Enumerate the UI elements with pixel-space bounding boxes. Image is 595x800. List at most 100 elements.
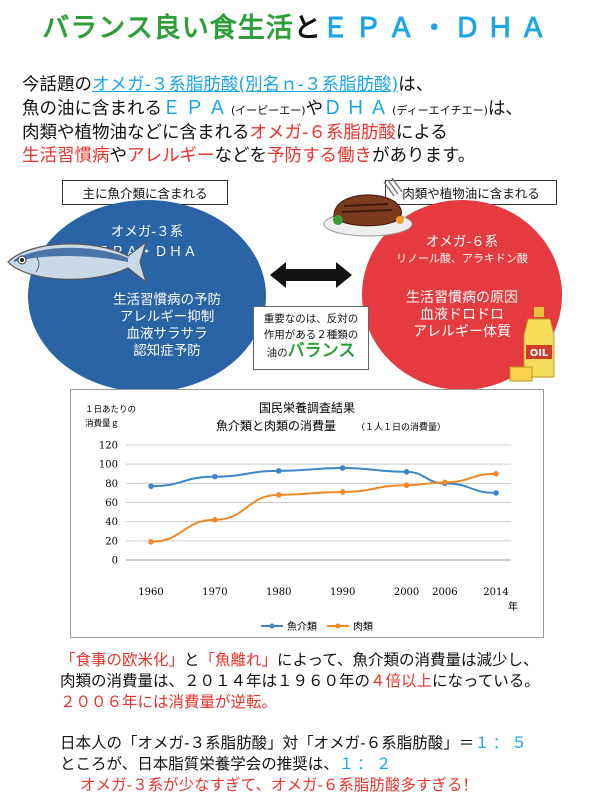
- meat-data-point: [403, 482, 410, 489]
- fish-data-point: [403, 469, 410, 475]
- balance-text: 油の: [266, 347, 288, 359]
- fish-data-point: [275, 468, 282, 474]
- fish-data-point: [212, 473, 218, 480]
- y-tick-label: 60: [105, 498, 118, 509]
- allergy-term: アレルギー: [127, 146, 215, 166]
- legend-fish-marker: [269, 623, 275, 629]
- intro-text: は、: [398, 75, 434, 95]
- double-arrow-icon: [270, 262, 352, 288]
- balance-line-1: 重要なのは、反対の: [263, 313, 359, 325]
- effect-item: 血液ドロドロ: [420, 307, 504, 323]
- dha-term: ＤＨＡ: [323, 97, 393, 119]
- y-tick-label: 120: [99, 441, 118, 452]
- omega3-circle: オメガ-３系 ＥＰＡ・ＤＨＡ 生活習慣病の予防 アレルギー抑制 血液サラサラ 認…: [28, 200, 266, 392]
- svg-text:OIL: OIL: [530, 348, 549, 359]
- legend-meat-marker: [335, 623, 341, 629]
- bottom-text: ところが、日本脂質栄養学会の推奨は、: [60, 755, 339, 773]
- intro-text: や: [109, 146, 128, 166]
- omega3-effects: 生活習慣病の予防 アレルギー抑制 血液サラサラ 認知症予防: [68, 292, 266, 360]
- x-tick-label: 2000: [394, 587, 419, 598]
- dha-reading: (ディーエイチエー): [392, 104, 488, 117]
- bottom-text: と: [184, 651, 200, 669]
- balance-line-2: 作用がある２種類の: [263, 329, 359, 341]
- four-times-term: ４倍以上: [370, 672, 433, 690]
- intro-line-4: 生活習慣病やアレルギーなどを予防する働きがあります。: [22, 145, 582, 168]
- epa-reading: (イーピーエー): [231, 104, 306, 117]
- bottom-line-4: 日本人の「オメガ-３系脂肪酸」対「オメガ-６系脂肪酸」＝１：５: [60, 733, 580, 753]
- bottom-line-5: ところが、日本脂質栄養学会の推奨は、１：２: [60, 754, 580, 774]
- intro-text: による: [395, 123, 448, 143]
- omega6-effects: 生活習慣病の原因 血液ドロドロ アレルギー体質: [362, 290, 562, 341]
- balance-line-3: 油のバランス: [254, 343, 368, 361]
- intro-paragraph: 今話題のオメガ-３系脂肪酸(別名ｎ-３系脂肪酸)は、 魚の油に含まれるＥＰＡ(イ…: [22, 74, 582, 168]
- intro-line-1: 今話題のオメガ-３系脂肪酸(別名ｎ-３系脂肪酸)は、: [22, 74, 582, 97]
- bottom-text: 日本人の「オメガ-３系脂肪酸」対「オメガ-６系脂肪酸」＝: [60, 734, 475, 752]
- lifestyle-disease-term: 生活習慣病: [22, 146, 110, 166]
- consumption-chart: １日あたりの 消費量ｇ 国民栄養調査結果 魚介類と肉類の消費量 （１人１日の消費…: [70, 389, 544, 638]
- intro-text: 肉類や植物油などに含まれる: [22, 123, 250, 143]
- steak-illustration: [323, 178, 413, 237]
- fish-avoidance-term: 「魚離れ」: [199, 651, 278, 669]
- prevention-term: 予防する働き: [267, 146, 372, 166]
- page-title: バランス良い食生活とＥＰＡ・ＤＨＡ: [0, 6, 595, 45]
- y-tick-label: 100: [99, 460, 118, 471]
- chart-svg: １日あたりの 消費量ｇ 国民栄養調査結果 魚介類と肉類の消費量 （１人１日の消費…: [85, 400, 518, 633]
- intro-line-3: 肉類や植物油などに含まれるオメガ-６系脂肪酸による: [22, 122, 582, 145]
- chart-subtitle-note: （１人１日の消費量）: [356, 421, 446, 433]
- intro-text: は、: [487, 99, 523, 119]
- meat-data-point: [442, 479, 448, 486]
- effect-item: 血液サラサラ: [126, 326, 208, 342]
- balance-keyword: バランス: [287, 341, 356, 361]
- x-tick-label: 1990: [330, 587, 355, 598]
- chart-legend: 魚介類 肉類: [261, 620, 373, 633]
- effect-item: 生活習慣病の予防: [113, 292, 221, 308]
- chart-ylabel-2: 消費量ｇ: [85, 418, 119, 429]
- meat-data-point: [275, 492, 282, 498]
- x-tick-label: 1980: [266, 587, 291, 598]
- y-tick-label: 20: [105, 536, 118, 547]
- epa-term: ＥＰＡ: [162, 97, 232, 119]
- intro-text: 魚の油に含まれる: [22, 99, 162, 119]
- bottom-line-3: ２００６年には消費量が逆転。: [60, 693, 278, 711]
- meat-data-point: [212, 516, 218, 523]
- oil-bottle-illustration: OIL: [509, 307, 555, 382]
- fish-data-point: [148, 483, 154, 490]
- meat-data-point: [148, 538, 154, 545]
- y-tick-label: 40: [105, 517, 118, 528]
- fish-data-point: [493, 490, 499, 496]
- westernization-term: 「食事の欧米化」: [60, 651, 185, 669]
- x-tick-label: 2014: [483, 587, 508, 598]
- omega6-term: オメガ-６系脂肪酸: [249, 123, 396, 143]
- x-tick-label: 1970: [202, 587, 227, 598]
- effect-item: アレルギー体質: [413, 324, 511, 340]
- chart-title: 国民栄養調査結果: [259, 400, 355, 415]
- legend-fish-label: 魚介類: [287, 620, 317, 633]
- title-part1: バランス良い食生活: [42, 13, 294, 44]
- y-tick-label: 0: [112, 556, 118, 567]
- title-part3: ＥＰＡ・ＤＨＡ: [321, 13, 553, 44]
- effect-item: アレルギー抑制: [119, 309, 215, 325]
- y-tick-label: 80: [105, 479, 118, 490]
- balance-note-box: 重要なのは、反対の 作用がある２種類の 油のバランス: [253, 306, 369, 370]
- fish-data-point: [339, 465, 346, 471]
- x-unit-label: 年: [508, 600, 518, 613]
- ratio-1-2: １：２: [338, 755, 395, 773]
- effect-item: 生活習慣病の原因: [406, 290, 518, 306]
- intro-text: などを: [214, 146, 268, 166]
- meat-data-point: [493, 470, 499, 477]
- x-tick-label: 2006: [432, 587, 457, 598]
- effect-item: 認知症予防: [133, 343, 201, 359]
- omega3-title: オメガ-３系: [110, 224, 184, 240]
- ratio-1-5: １：５: [474, 734, 530, 752]
- intro-line-2: 魚の油に含まれるＥＰＡ(イーピーエー)やＤＨＡ(ディーエイチエー)は、: [22, 97, 582, 122]
- bottom-line-6: オメガ-３系が少なすぎて、オメガ-６系脂肪酸多すぎる！: [80, 776, 478, 794]
- omega6-title: オメガ-６系: [425, 234, 499, 250]
- x-tick-label: 1960: [138, 587, 163, 598]
- chart-subtitle: 魚介類と肉類の消費量: [216, 418, 336, 433]
- linoleic-label: リノール酸、アラキドン酸: [396, 252, 528, 265]
- title-part2: と: [293, 13, 322, 44]
- intro-text: や: [305, 99, 324, 119]
- intro-text: 今話題の: [22, 75, 92, 95]
- intro-text: があります。: [372, 146, 476, 166]
- bottom-line-1: 「食事の欧米化」と「魚離れ」によって、魚介類の消費量は減少し、: [60, 650, 580, 670]
